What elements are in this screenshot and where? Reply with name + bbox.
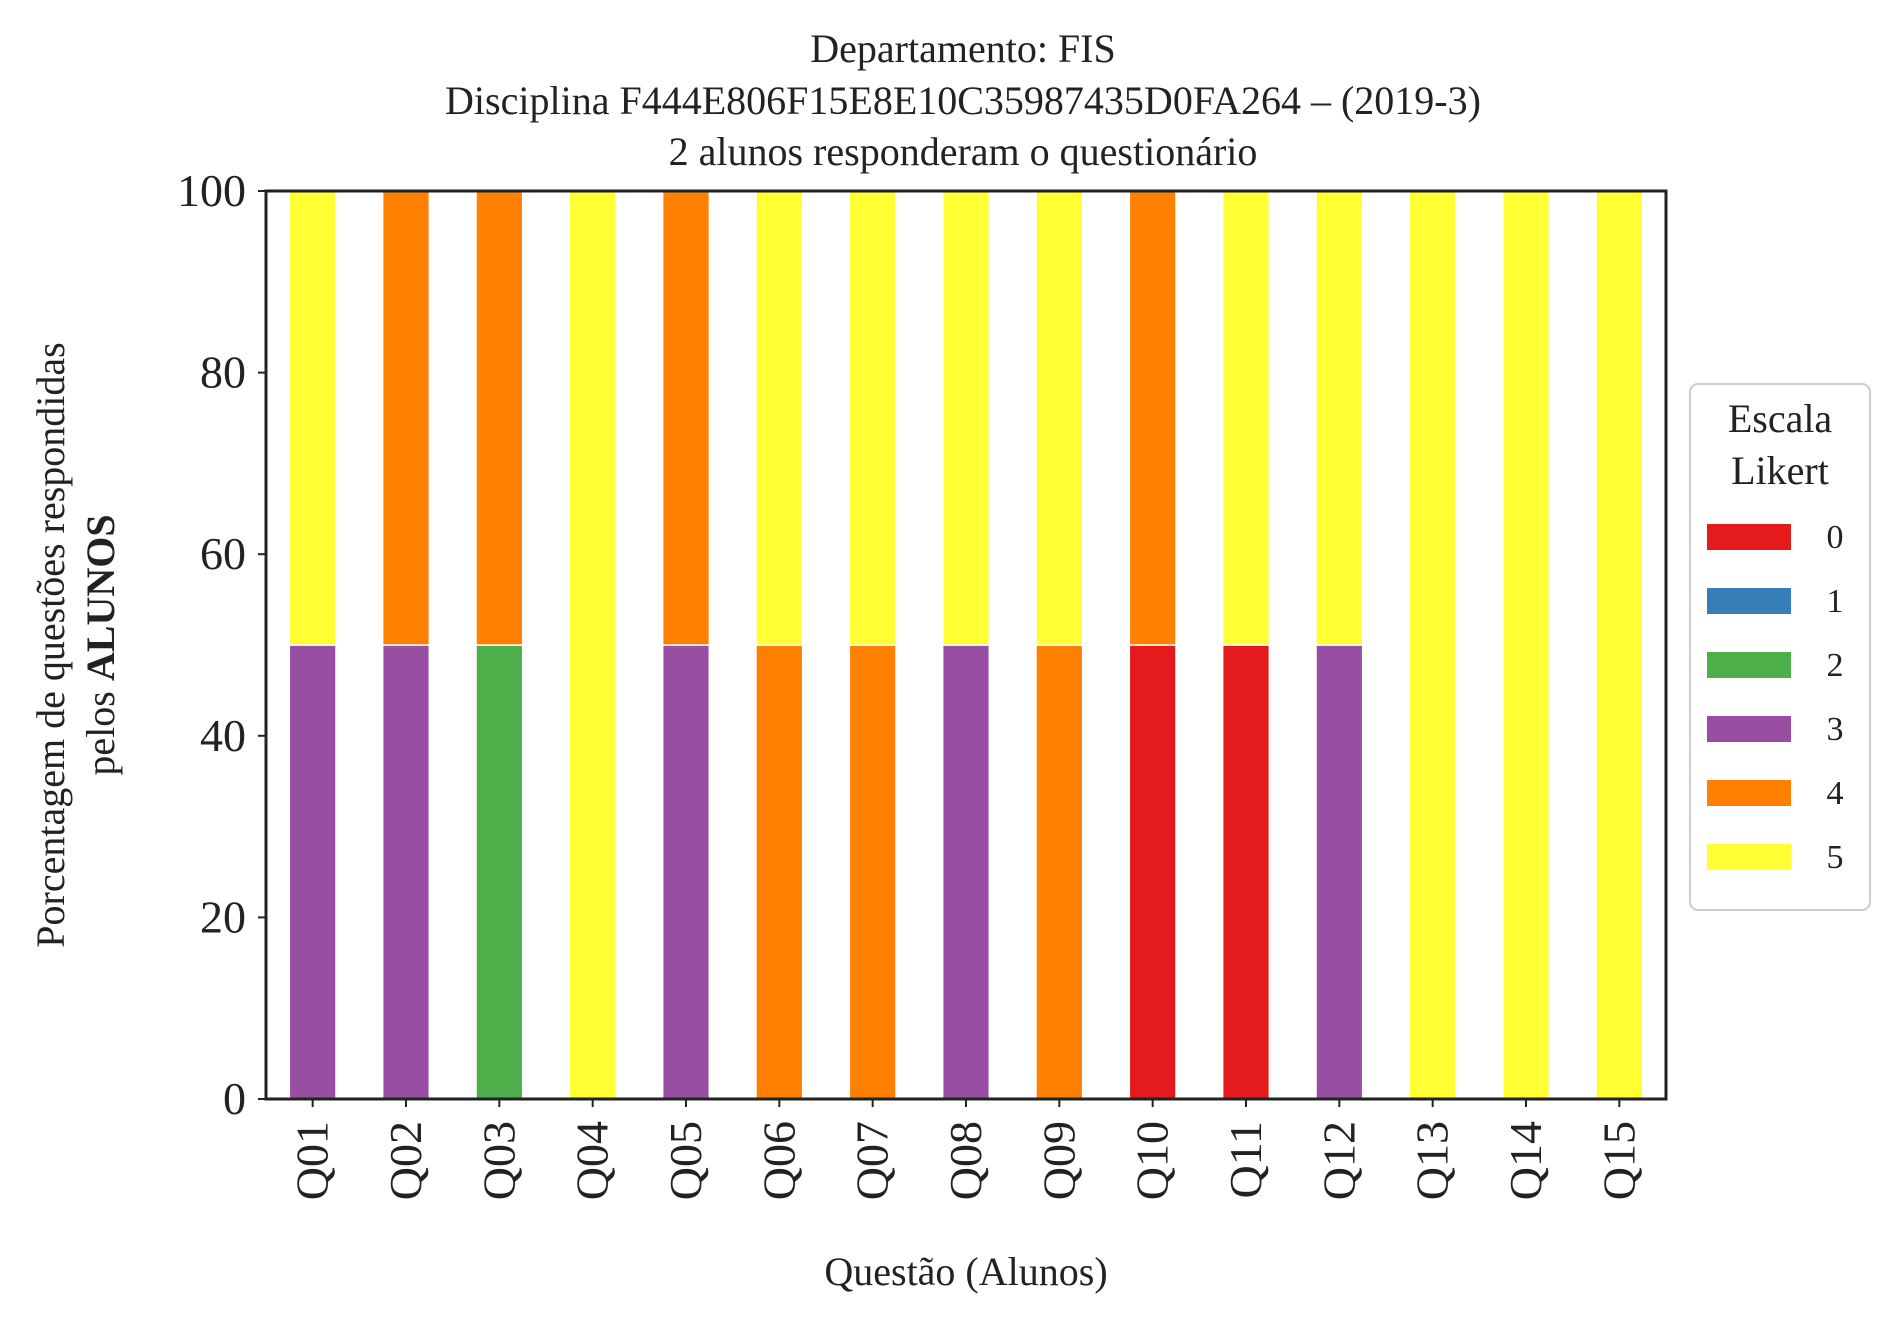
x-tick-label-q07: Q07 — [847, 1121, 898, 1200]
legend-swatch-3 — [1707, 716, 1791, 742]
legend-title-line-1: Escala — [1728, 396, 1833, 441]
bar-q08-level-5 — [941, 190, 991, 646]
bar-q13-level-5 — [1408, 190, 1457, 1100]
bar-q07-level-5 — [848, 190, 897, 646]
legend-frame — [1689, 383, 1871, 911]
y-tick-label: 100 — [177, 165, 246, 216]
bar-q15-level-5 — [1595, 190, 1644, 1100]
x-tick-label-q14: Q14 — [1500, 1121, 1551, 1200]
bar-q02-level-3 — [381, 644, 431, 1100]
bar-q01-level-3 — [288, 644, 337, 1100]
bar-q07-level-4 — [848, 644, 897, 1100]
legend-swatch-2 — [1707, 652, 1791, 678]
legend: Escala Likert 0 1 2 3 4 5 — [1689, 383, 1871, 911]
x-tick-label-q06: Q06 — [753, 1121, 804, 1200]
bar-q10-level-0 — [1128, 644, 1177, 1100]
y-tick-label: 40 — [200, 710, 246, 761]
x-tick-label-q03: Q03 — [473, 1121, 524, 1200]
y-axis-label-line-1: Porcentagem de questões respondidas — [28, 342, 73, 947]
bar-q04-level-5 — [568, 190, 617, 1100]
bar-q12-level-5 — [1315, 190, 1364, 646]
legend-label-0: 0 — [1827, 519, 1844, 556]
bar-q03-level-4 — [475, 190, 524, 646]
x-tick-label-q08: Q08 — [940, 1121, 991, 1200]
y-axis-label-prefix: pelos — [78, 681, 123, 775]
bar-q14-level-5 — [1501, 190, 1551, 1100]
y-axis-label: Porcentagem de questões respondidas pelo… — [28, 342, 123, 947]
chart-title: Departamento: FIS Disciplina F444E806F15… — [445, 26, 1481, 174]
y-tick-label: 20 — [200, 891, 246, 942]
y-axis-label-bold: ALUNOS — [78, 514, 123, 681]
bar-q10-level-4 — [1128, 190, 1177, 646]
x-tick-label-q13: Q13 — [1407, 1121, 1458, 1200]
bar-q08-level-3 — [941, 644, 991, 1100]
bar-q12-level-3 — [1315, 644, 1364, 1100]
bar-q06-level-4 — [755, 644, 804, 1100]
legend-items: 0 1 2 3 4 5 — [1707, 519, 1844, 876]
bar-q01-level-5 — [288, 190, 337, 646]
x-tick-label-q12: Q12 — [1313, 1121, 1364, 1200]
y-tick-label: 80 — [200, 347, 246, 398]
bar-q03-level-2 — [475, 644, 524, 1100]
x-tick-label-q10: Q10 — [1127, 1121, 1178, 1200]
bar-q02-level-4 — [381, 190, 431, 646]
bar-q11-level-0 — [1221, 644, 1271, 1100]
bar-q05-level-3 — [661, 644, 711, 1100]
legend-label-2: 2 — [1827, 647, 1844, 684]
legend-label-1: 1 — [1827, 583, 1844, 620]
x-tick-label-q04: Q04 — [567, 1121, 618, 1200]
legend-label-5: 5 — [1827, 839, 1844, 876]
bar-q09-level-5 — [1035, 190, 1084, 646]
y-tick-label: 60 — [200, 528, 246, 579]
legend-swatch-0 — [1707, 524, 1791, 550]
legend-title-line-2: Likert — [1731, 448, 1829, 493]
x-tick-label-q02: Q02 — [380, 1121, 431, 1200]
y-tick-label: 0 — [223, 1073, 246, 1124]
x-tick-label-q11: Q11 — [1220, 1121, 1271, 1199]
chart-title-line-3: 2 alunos responderam o questionário — [669, 129, 1258, 174]
legend-swatch-1 — [1707, 588, 1791, 614]
bar-q05-level-4 — [661, 190, 711, 646]
bars-group — [288, 190, 1644, 1100]
x-axis-ticks: Q01 Q02 Q03 Q04 Q05 Q06 Q07 Q08 Q09 Q10 Q11 Q12 Q13 Q… — [287, 1099, 1644, 1200]
x-tick-label-q01: Q01 — [287, 1121, 338, 1200]
bar-q06-level-5 — [755, 190, 804, 646]
legend-swatch-5 — [1707, 844, 1791, 870]
y-axis-ticks: 0 20 40 60 80 100 — [177, 165, 266, 1124]
legend-label-4: 4 — [1827, 775, 1844, 812]
bar-q11-level-5 — [1221, 190, 1271, 646]
x-tick-label-q05: Q05 — [660, 1121, 711, 1200]
legend-label-3: 3 — [1827, 711, 1844, 748]
chart-title-line-2: Disciplina F444E806F15E8E10C35987435D0FA… — [445, 78, 1481, 123]
x-tick-label-q15: Q15 — [1593, 1121, 1644, 1200]
bar-q09-level-4 — [1035, 644, 1084, 1100]
x-tick-label-q09: Q09 — [1033, 1121, 1084, 1200]
y-axis-label-line-2: pelos ALUNOS — [78, 514, 123, 775]
legend-swatch-4 — [1707, 780, 1791, 806]
chart-title-line-1: Departamento: FIS — [810, 26, 1116, 71]
x-axis-label: Questão (Alunos) — [824, 1249, 1107, 1294]
